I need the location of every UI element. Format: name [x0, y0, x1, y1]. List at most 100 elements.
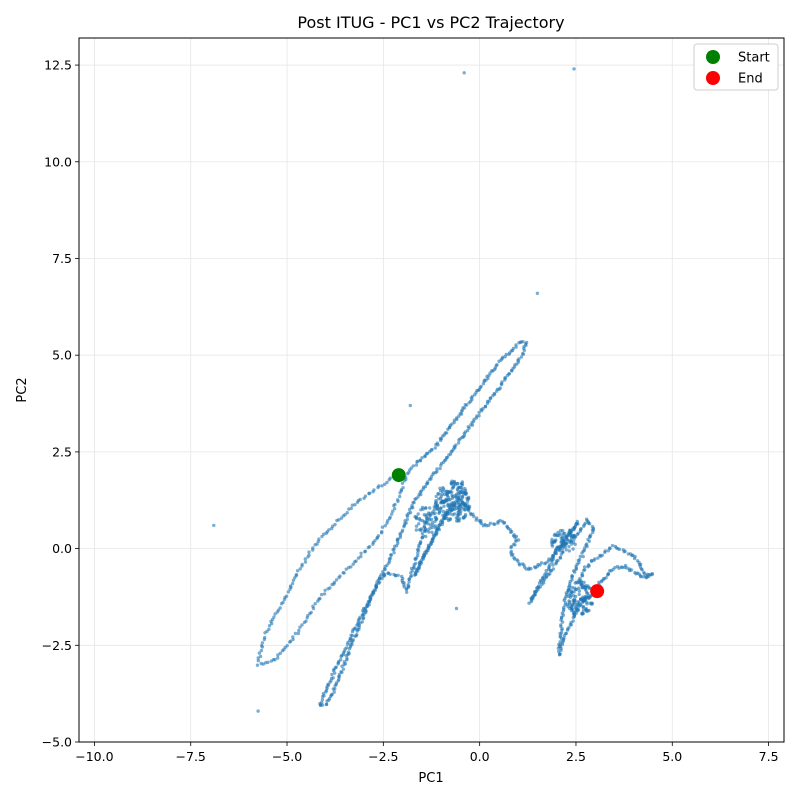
data-point — [344, 567, 348, 571]
data-point — [408, 403, 412, 408]
data-point — [417, 566, 421, 570]
data-point — [376, 534, 381, 538]
data-point — [324, 690, 328, 694]
data-point — [411, 464, 415, 468]
data-point — [263, 631, 267, 635]
x-tick-label: 2.5 — [566, 749, 586, 764]
data-point — [424, 482, 429, 486]
data-point — [428, 513, 433, 517]
data-point — [406, 583, 410, 587]
data-point — [610, 543, 615, 548]
data-point — [425, 519, 429, 523]
data-point — [417, 522, 421, 526]
data-point — [567, 544, 571, 549]
data-point — [514, 539, 518, 543]
data-point — [324, 702, 329, 706]
data-point — [328, 586, 332, 590]
data-point — [432, 508, 436, 512]
data-point — [576, 531, 580, 535]
data-point — [568, 595, 573, 599]
data-point — [442, 504, 446, 508]
data-point — [560, 628, 564, 632]
data-point — [421, 534, 425, 538]
legend-start-label: Start — [738, 51, 770, 66]
data-point — [285, 644, 289, 648]
data-point — [558, 640, 562, 644]
data-point — [259, 648, 264, 653]
data-point — [457, 414, 461, 418]
data-point — [380, 484, 384, 488]
data-point — [445, 512, 450, 516]
data-point — [367, 600, 371, 604]
data-point — [332, 690, 336, 694]
grid — [79, 38, 784, 743]
data-point — [433, 446, 437, 450]
data-point — [579, 527, 583, 531]
data-point — [517, 563, 522, 567]
data-point — [572, 537, 576, 541]
data-point — [439, 437, 444, 441]
data-point — [495, 389, 499, 393]
data-point — [571, 547, 575, 551]
data-point — [430, 447, 434, 452]
data-point — [590, 528, 595, 532]
data-point — [351, 638, 355, 642]
data-point — [375, 580, 379, 584]
data-point — [491, 394, 495, 398]
data-point — [376, 485, 380, 490]
data-point — [559, 552, 564, 556]
x-tick-label: 0.0 — [470, 749, 490, 764]
data-point — [477, 410, 481, 415]
data-point — [632, 556, 637, 561]
y-tick-label: −5.0 — [42, 735, 72, 750]
data-point — [577, 592, 581, 597]
data-point — [418, 458, 422, 462]
y-tick-label: 7.5 — [52, 251, 72, 266]
data-point — [510, 369, 514, 373]
data-point — [420, 518, 424, 523]
data-point — [586, 563, 591, 567]
y-tick-label: 5.0 — [52, 348, 72, 363]
data-point — [360, 620, 364, 624]
data-point — [341, 667, 346, 671]
data-point — [627, 567, 632, 571]
data-point — [540, 582, 544, 587]
data-point — [470, 394, 475, 399]
data-point — [424, 534, 428, 539]
data-point — [441, 499, 445, 504]
data-point — [320, 703, 325, 707]
data-point — [276, 653, 280, 657]
data-point — [318, 596, 322, 601]
data-point — [418, 560, 422, 564]
data-point — [451, 484, 456, 489]
data-point — [572, 597, 576, 601]
data-point — [419, 540, 423, 544]
data-point — [599, 579, 604, 584]
data-point — [383, 482, 387, 486]
data-point — [571, 619, 575, 623]
data-point — [391, 509, 395, 513]
data-point — [324, 531, 328, 535]
data-point — [359, 554, 363, 559]
data-point — [457, 508, 461, 512]
data-point — [455, 506, 459, 511]
data-point — [407, 507, 412, 512]
data-point — [550, 537, 554, 542]
data-point — [438, 496, 443, 500]
data-point — [554, 538, 558, 542]
data-point — [499, 382, 504, 386]
data-point — [532, 593, 536, 597]
data-point — [355, 500, 360, 504]
data-point — [448, 506, 452, 510]
data-point — [350, 630, 355, 634]
data-point — [388, 572, 392, 576]
data-point — [463, 491, 468, 496]
data-point — [623, 549, 627, 553]
data-point — [582, 580, 586, 585]
data-point — [567, 625, 571, 630]
data-point — [558, 652, 562, 656]
data-point — [587, 539, 591, 543]
data-point — [339, 670, 343, 674]
data-point — [474, 518, 478, 522]
data-point — [260, 645, 264, 649]
